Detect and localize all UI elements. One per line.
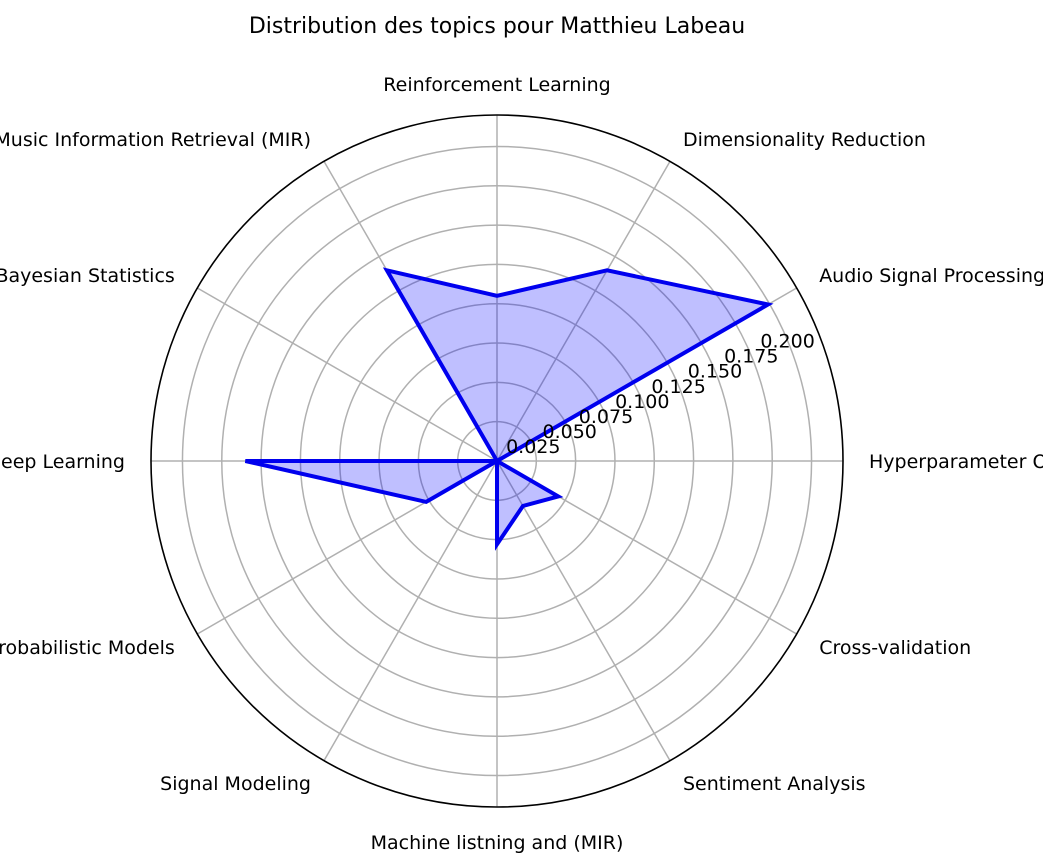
r-tick-label: 0.075 [579, 406, 633, 428]
r-tick-label: 0.175 [724, 346, 778, 368]
series-line [244, 267, 774, 551]
r-tick-label: 0.025 [506, 436, 560, 458]
category-label: Audio Signal Processing [819, 265, 1043, 287]
angular-gridline [323, 460, 498, 762]
category-label: Hyperparameter Optimization [869, 451, 1043, 473]
category-label: Deep Learning [0, 451, 125, 473]
angular-gridline [496, 460, 671, 762]
category-label: Bayesian Statistics [0, 265, 175, 287]
category-label: Dimensionality Reduction [683, 129, 926, 151]
r-tick-label: 0.200 [760, 331, 814, 353]
series-area [245, 270, 769, 545]
data-layer [244, 267, 774, 551]
chart-title: Distribution des topics pour Matthieu La… [249, 14, 745, 39]
category-label: Machine listning and (MIR) [371, 832, 624, 854]
angular-gridline [496, 160, 671, 462]
category-label: Cross-validation [819, 637, 971, 659]
r-tick-label: 0.100 [615, 391, 669, 413]
category-labels: Hyperparameter Optimization Audio Signal … [0, 74, 1043, 854]
r-tick-label: 0.050 [542, 421, 596, 443]
category-label: Sentiment Analysis [683, 773, 866, 795]
category-label: Machine Listening and Music Information … [0, 129, 311, 151]
category-label: Signal Modeling [160, 773, 311, 795]
r-tick-label: 0.125 [651, 376, 705, 398]
angular-gridline [196, 287, 498, 462]
polar-frame [150, 114, 844, 808]
category-label: Probabilistic Models [0, 637, 175, 659]
category-label: Reinforcement Learning [383, 74, 610, 96]
r-tick-label: 0.150 [688, 361, 742, 383]
